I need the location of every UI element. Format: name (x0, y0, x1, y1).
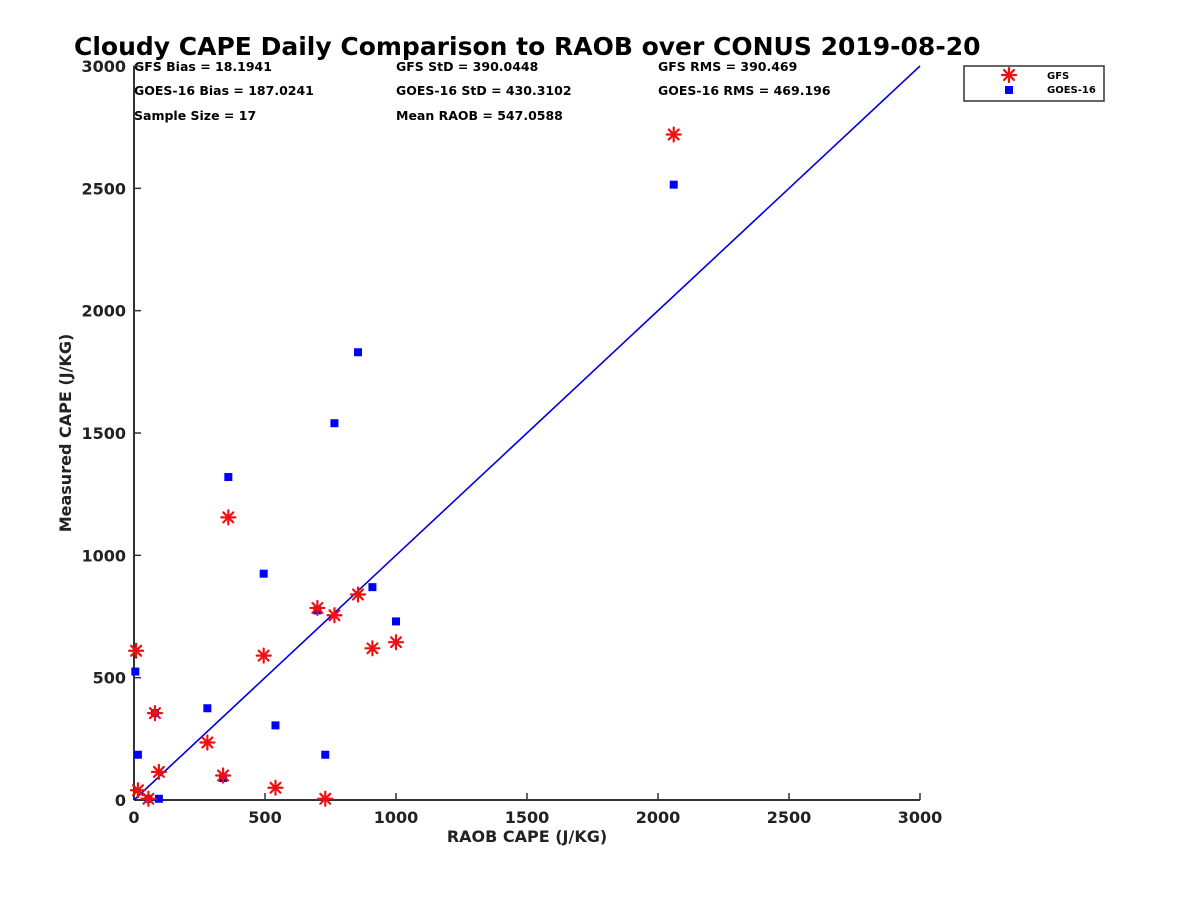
stat-text: GOES-16 StD = 430.3102 (396, 83, 572, 98)
legend-marker-goes-16 (1005, 86, 1013, 94)
gfs-point (665, 126, 682, 143)
gfs-point (349, 586, 367, 603)
goes-16-point (133, 750, 142, 759)
legend-label-gfs: GFS (1047, 71, 1069, 82)
series-gfs (127, 126, 682, 807)
stat-text: GFS StD = 390.0448 (396, 59, 538, 74)
x-tick-label: 500 (248, 808, 281, 827)
y-tick-label: 0 (115, 791, 126, 810)
legend-marker-gfs (1000, 66, 1018, 84)
legend: GFS GOES-16 (963, 65, 1105, 102)
gfs-point (326, 607, 343, 624)
gfs-point (267, 779, 284, 796)
x-axis-ticks: 0 500 1000 1500 2000 2500 3000 (128, 793, 942, 827)
goes-16-point (330, 419, 339, 428)
y-axis-label: Measured CAPE (J/KG) (56, 334, 75, 533)
gfs-point (127, 642, 145, 659)
gfs-point (255, 647, 272, 664)
gfs-point (150, 763, 167, 780)
stat-text: Mean RAOB = 547.0588 (396, 108, 563, 123)
legend-asterisk-icon (1000, 66, 1018, 84)
x-tick-label: 1000 (374, 808, 419, 827)
x-tick-label: 1500 (505, 808, 550, 827)
goes-16-point (669, 180, 678, 189)
stat-text: GOES-16 Bias = 187.0241 (134, 83, 314, 98)
y-tick-label: 1000 (81, 546, 126, 565)
gfs-point (220, 509, 237, 526)
gfs-point (140, 790, 157, 807)
goes-16-point (131, 667, 140, 676)
goes-16-point (321, 750, 330, 759)
legend-square-icon (1005, 86, 1013, 94)
gfs-point (199, 734, 216, 751)
goes-16-point (224, 473, 233, 482)
gfs-point (309, 599, 326, 617)
stat-text: GFS RMS = 390.469 (658, 59, 797, 74)
stat-text: GFS Bias = 18.1941 (134, 59, 272, 74)
legend-label-goes-16: GOES-16 (1047, 85, 1096, 96)
y-tick-label: 500 (93, 669, 126, 688)
y-tick-label: 2000 (81, 302, 126, 321)
data-points (127, 126, 682, 807)
x-tick-label: 2500 (767, 808, 812, 827)
legend-box (963, 65, 1105, 102)
gfs-point (129, 782, 147, 799)
goes-16-point (354, 348, 363, 357)
y-tick-label: 2500 (81, 179, 126, 198)
stat-text: Sample Size = 17 (134, 108, 256, 123)
goes-16-point (203, 704, 212, 713)
y-tick-label: 3000 (81, 57, 126, 76)
x-axis-label: RAOB CAPE (J/KG) (447, 827, 607, 846)
x-tick-label: 3000 (898, 808, 943, 827)
gfs-point (146, 705, 164, 722)
chart-title: Cloudy CAPE Daily Comparison to RAOB ove… (74, 32, 980, 61)
one-to-one-reference-line (133, 65, 921, 801)
goes-16-point (368, 583, 377, 592)
goes-16-point (154, 794, 163, 803)
goes-16-point (259, 569, 268, 578)
x-tick-label: 0 (128, 808, 139, 827)
x-tick-label: 2000 (636, 808, 681, 827)
y-axis-ticks: 0 500 1000 1500 2000 2500 3000 (81, 57, 141, 810)
goes-16-point (392, 617, 400, 626)
gfs-point (317, 790, 334, 807)
gfs-point (364, 640, 381, 657)
y-tick-label: 1500 (81, 424, 126, 443)
goes-16-point (271, 721, 280, 730)
gfs-point (387, 634, 405, 651)
stat-text: GOES-16 RMS = 469.196 (658, 83, 831, 98)
statistics-annotations: GFS Bias = 18.1941 GFS StD = 390.0448 GFS … (134, 59, 831, 123)
gfs-point (214, 767, 232, 784)
